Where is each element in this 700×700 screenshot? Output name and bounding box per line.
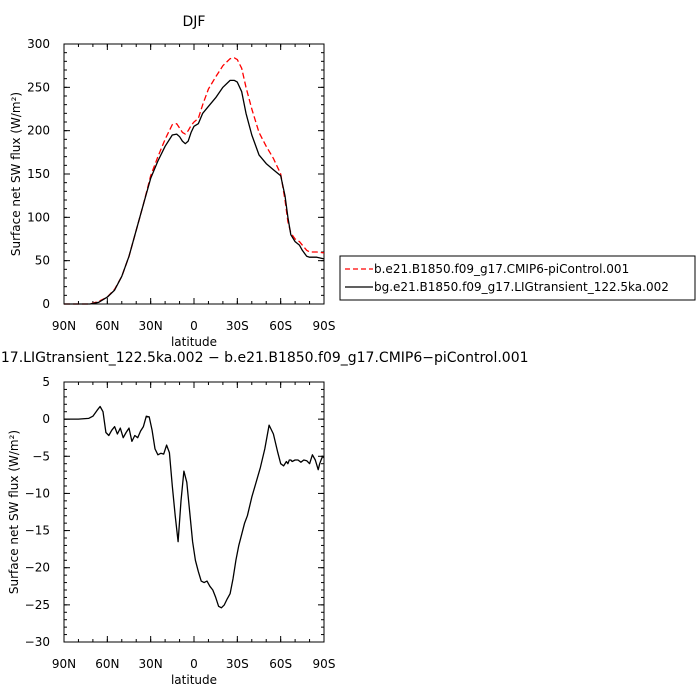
bottom-x-tick-label: 60N (95, 657, 119, 671)
top-x-axis-label: latitude (171, 335, 217, 349)
bottom-plot-frame (63, 381, 325, 643)
legend-label-LIGtransient: bg.e21.B1850.f09_g17.LIGtransient_122.5k… (374, 280, 669, 294)
bottom-y-tick-label: 0 (42, 412, 50, 426)
bottom-title: bg.e21.B1850.f09_g17.LIGtransient_122.5k… (0, 350, 529, 366)
bottom-y-tick-label: −25 (25, 598, 50, 612)
bottom-x-tick-label: 90N (52, 657, 76, 671)
bottom-panel: bg.e21.B1850.f09_g17.LIGtransient_122.5k… (0, 350, 529, 687)
bottom-y-tick-label: −5 (32, 449, 50, 463)
bottom-x-tick-label: 60S (269, 657, 292, 671)
top-y-tick-label: 50 (35, 254, 50, 268)
bottom-x-axis-label: latitude (171, 673, 217, 687)
bottom-series-lines (64, 405, 325, 609)
top-x-axis: 90N 60N 30N 0 30S 60S 90S (52, 44, 336, 333)
bottom-y-tick-label: −30 (25, 635, 50, 649)
top-plot-frame (63, 43, 325, 305)
top-x-tick-label: 60S (269, 319, 292, 333)
top-series-line-0 (64, 57, 325, 305)
bottom-x-tick-label: 30N (139, 657, 163, 671)
bottom-y-tick-label: −20 (25, 561, 50, 575)
bottom-y-axis: 5 0 −5 −10 −15 −20 −25 −30 (25, 375, 324, 649)
top-y-tick-label: 150 (27, 167, 50, 181)
top-y-tick-label: 100 (27, 210, 50, 224)
legend: b.e21.B1850.f09_g17.CMIP6-piControl.001 … (339, 255, 696, 301)
top-y-axis-label: Surface net SW flux (W/m²) (9, 92, 23, 256)
top-title: DJF (183, 14, 206, 30)
legend-box (339, 255, 696, 301)
top-x-tick-label: 90S (313, 319, 336, 333)
top-y-tick-label: 250 (27, 80, 50, 94)
top-series-line-1 (64, 79, 325, 305)
bottom-y-tick-label: −15 (25, 524, 50, 538)
top-y-tick-label: 0 (42, 297, 50, 311)
top-y-tick-label: 200 (27, 124, 50, 138)
bottom-series-line-0 (64, 405, 325, 609)
top-series-lines (64, 57, 325, 305)
bottom-y-tick-label: −10 (25, 486, 50, 500)
top-x-tick-label: 30N (139, 319, 163, 333)
bottom-x-tick-label: 90S (313, 657, 336, 671)
top-x-tick-label: 90N (52, 319, 76, 333)
top-y-tick-label: 300 (27, 37, 50, 51)
legend-label-piControl: b.e21.B1850.f09_g17.CMIP6-piControl.001 (374, 262, 629, 276)
bottom-x-tick-label: 30S (226, 657, 249, 671)
bottom-y-tick-label: 5 (42, 375, 50, 389)
top-y-axis: 0 50 100 150 200 250 300 (27, 37, 324, 311)
top-x-tick-label: 60N (95, 319, 119, 333)
top-x-tick-label: 30S (226, 319, 249, 333)
bottom-y-axis-label: Surface net SW flux (W/m²) (7, 430, 21, 594)
bottom-x-axis: 90N 60N 30N 0 30S 60S 90S (52, 382, 336, 671)
top-x-tick-label: 0 (190, 319, 198, 333)
bottom-x-tick-label: 0 (190, 657, 198, 671)
